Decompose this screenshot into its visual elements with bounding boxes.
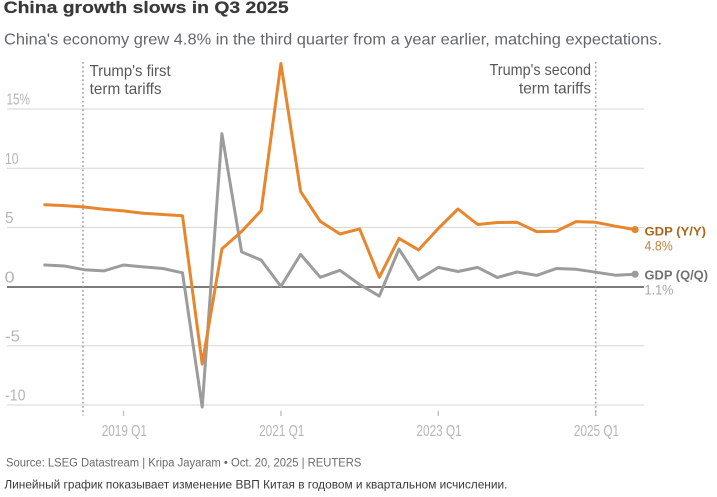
svg-text:2019 Q1: 2019 Q1 [102, 423, 147, 440]
svg-text:Trump's first: Trump's first [90, 63, 172, 80]
svg-text:-5: -5 [5, 329, 20, 346]
svg-text:5: 5 [5, 210, 14, 227]
svg-text:Source: LSEG Datastream | Krip: Source: LSEG Datastream | Kripa Jayaram … [6, 458, 362, 470]
svg-text:term tariffs: term tariffs [90, 81, 162, 98]
svg-text:0: 0 [5, 269, 15, 286]
svg-text:Линейный график показывает изм: Линейный график показывает изменение ВВП… [4, 478, 507, 492]
svg-text:term tariffs: term tariffs [519, 81, 591, 98]
svg-text:2025 Q1: 2025 Q1 [574, 423, 619, 440]
svg-text:China's economy grew 4.8% in t: China's economy grew 4.8% in the third q… [4, 31, 662, 48]
svg-text:2021 Q1: 2021 Q1 [259, 423, 304, 440]
svg-text:GDP (Q/Q): GDP (Q/Q) [645, 267, 709, 282]
svg-text:China growth slows in Q3 2025: China growth slows in Q3 2025 [4, 0, 289, 17]
svg-text:1.1%: 1.1% [645, 282, 674, 297]
svg-text:10: 10 [5, 151, 19, 168]
svg-text:4.8%: 4.8% [645, 239, 673, 254]
svg-text:15%: 15% [7, 92, 31, 109]
svg-text:Trump's second: Trump's second [490, 62, 592, 79]
svg-text:2023 Q1: 2023 Q1 [417, 423, 462, 440]
svg-text:GDP (Y/Y): GDP (Y/Y) [645, 224, 707, 238]
svg-text:-10: -10 [5, 388, 26, 405]
